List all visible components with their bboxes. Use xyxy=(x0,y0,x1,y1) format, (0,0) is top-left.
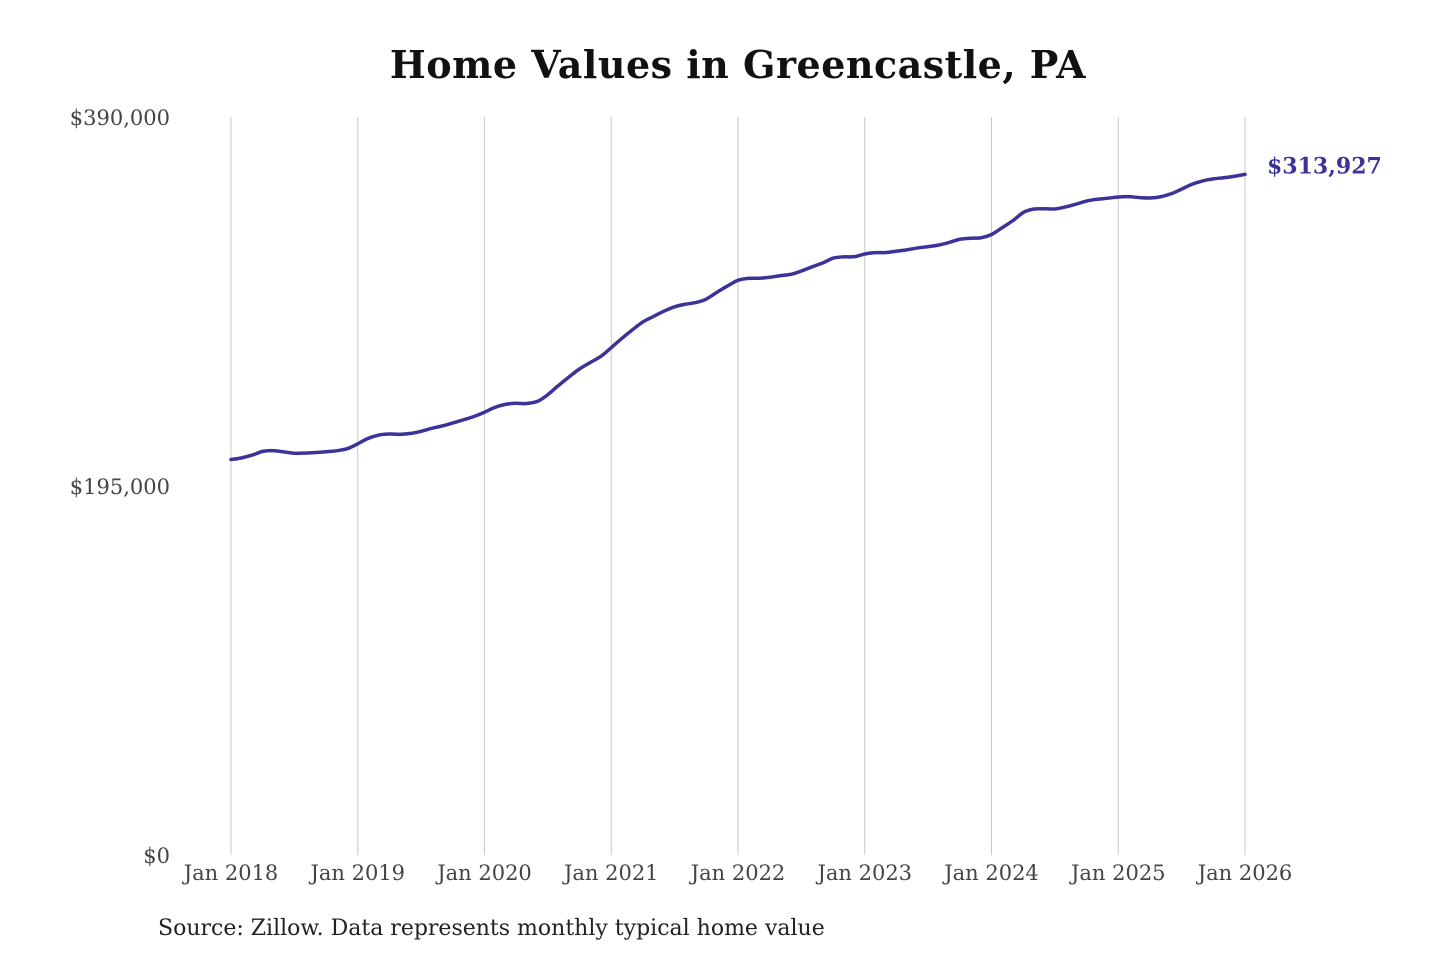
series-line-0 xyxy=(229,172,1247,462)
x-tick-label: Jan 2021 xyxy=(562,861,659,885)
x-tick-label: Jan 2024 xyxy=(942,861,1039,885)
x-tick-label: Jan 2025 xyxy=(1069,861,1166,885)
x-tick-label: Jan 2026 xyxy=(1196,861,1293,885)
x-tick-label: Jan 2023 xyxy=(815,861,912,885)
y-tick-label: $0 xyxy=(143,844,170,868)
x-tick-label: Jan 2020 xyxy=(435,861,532,885)
end-value-label: $313,927 xyxy=(1267,153,1382,179)
x-axis-ticks: Jan 2018 Jan 2019 Jan 2020 Jan 2021 Jan 2022… xyxy=(182,861,1293,885)
series-layer xyxy=(229,172,1247,462)
chart-title: Home Values in Greencastle, PA xyxy=(389,42,1087,87)
data-labels: $313,927 xyxy=(1267,153,1382,179)
x-tick-label: Jan 2022 xyxy=(689,861,786,885)
source-note: Source: Zillow. Data represents monthly … xyxy=(158,916,825,941)
y-tick-label: $195,000 xyxy=(70,475,170,499)
y-axis-ticks: $0 $195,000 $390,000 xyxy=(70,106,170,868)
x-tick-label: Jan 2018 xyxy=(182,861,279,885)
x-tick-label: Jan 2019 xyxy=(308,861,405,885)
y-tick-label: $390,000 xyxy=(70,106,170,130)
grid-lines xyxy=(230,117,1246,855)
